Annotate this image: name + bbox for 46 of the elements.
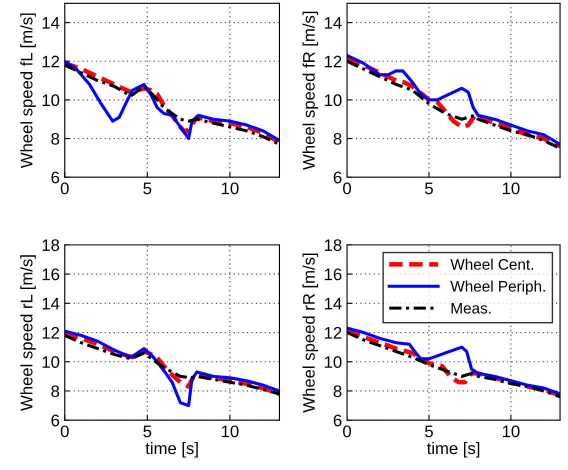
y-tick-label: 16 <box>42 268 60 280</box>
y-tick-label: 8 <box>51 385 60 398</box>
x-tick-label: 10 <box>222 182 239 194</box>
x-tick-label: 5 <box>425 426 433 438</box>
x-tick-label: 0 <box>343 425 352 438</box>
y-tick-label: 10 <box>324 356 342 368</box>
legend-label: Wheel Periph. <box>450 280 545 295</box>
y-tick-label: 12 <box>42 326 60 339</box>
x-axis-title: time [s] <box>426 442 480 458</box>
x-tick-label: 5 <box>143 426 152 438</box>
y-tick-label: 12 <box>324 326 342 339</box>
y-tick-label: 12 <box>324 56 342 68</box>
x-tick-label: 5 <box>425 182 433 194</box>
y-tick-label: 18 <box>324 239 342 252</box>
x-tick-label: 0 <box>343 182 352 194</box>
y-tick-label: 6 <box>334 414 342 426</box>
x-tick-label: 0 <box>60 425 69 438</box>
y-tick-label: 10 <box>324 94 342 106</box>
y-tick-label: 6 <box>51 414 60 426</box>
y-axis-title: Wheel speed rL [m/s] <box>20 255 36 411</box>
y-tick-label: 6 <box>51 172 60 184</box>
y-tick-label: 14 <box>42 298 60 310</box>
x-tick-label: 0 <box>60 182 69 194</box>
y-tick-label: 14 <box>42 17 60 29</box>
y-tick-label: 8 <box>51 132 60 145</box>
y-tick-label: 16 <box>324 268 342 280</box>
legend-label: Wheel Cent. <box>450 258 534 270</box>
x-tick-label: 10 <box>222 425 239 438</box>
y-tick-label: 18 <box>42 239 60 252</box>
y-tick-label: 6 <box>334 172 342 184</box>
y-tick-label: 8 <box>334 385 342 398</box>
y-tick-label: 10 <box>42 94 60 106</box>
x-tick-label: 10 <box>502 425 520 438</box>
y-tick-label: 14 <box>324 17 342 29</box>
legend-label: Meas. <box>452 302 491 314</box>
x-tick-label: 10 <box>502 182 520 194</box>
y-axis-title: Wheel speed fL [m/s] <box>20 13 36 168</box>
y-tick-label: 14 <box>324 298 342 310</box>
y-tick-label: 10 <box>42 356 60 368</box>
y-axis-title: Wheel speed fR [m/s] <box>302 12 318 170</box>
y-tick-label: 12 <box>42 56 60 68</box>
x-tick-label: 5 <box>143 182 152 194</box>
x-axis-title: time [s] <box>146 442 198 458</box>
line-series <box>64 330 280 408</box>
y-axis-title: Wheel speed rR [m/s] <box>302 254 318 413</box>
y-tick-label: 8 <box>334 132 342 145</box>
